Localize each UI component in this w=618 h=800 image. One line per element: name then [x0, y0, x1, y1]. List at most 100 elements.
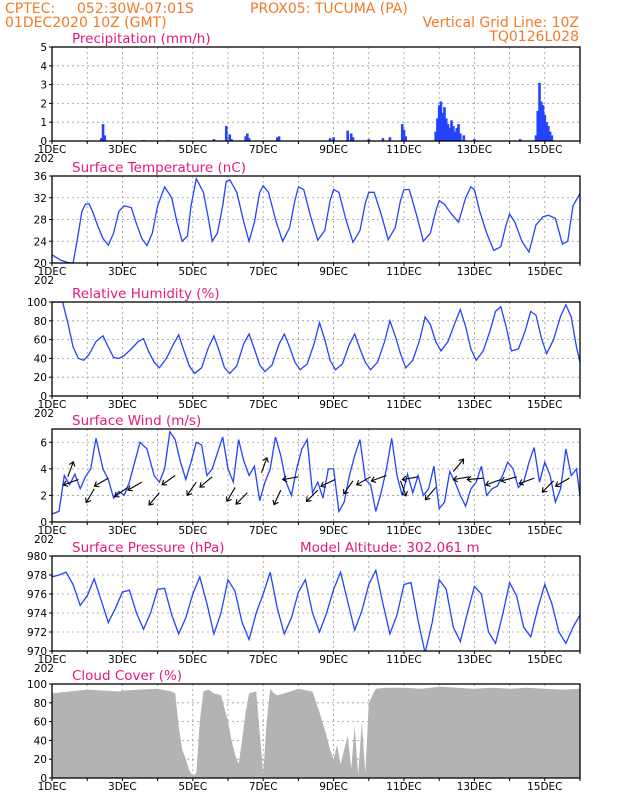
pressure-xtick-label: 5DEC	[178, 654, 207, 666]
precipitation-bar	[388, 137, 392, 141]
humidity-ytick-label: 20	[34, 372, 47, 384]
precipitation-bar	[451, 125, 455, 141]
temperature-series-line	[52, 176, 580, 263]
chart-panels: Precipitation (mm/h) 0 1 2 3 4 5 1DEC 3DEC 5DEC 7D…	[27, 31, 581, 793]
wind-arrow-head	[68, 460, 76, 467]
precipitation-bar	[545, 122, 548, 141]
precipitation-bar	[349, 133, 353, 141]
temperature-data	[52, 176, 580, 263]
precipitation-bar	[436, 118, 439, 141]
wind-arrow-shaft	[452, 458, 464, 472]
precipitation-title: Precipitation (mm/h)	[72, 31, 211, 47]
header-org: CPTEC:	[5, 1, 55, 17]
wind-arrow-shaft	[127, 481, 143, 491]
precipitation-bar	[448, 127, 452, 141]
wind-arrow	[500, 476, 517, 484]
wind-arrow-shaft	[186, 481, 197, 496]
humidity-ytick-label: 80	[34, 316, 47, 328]
precipitation-bar	[518, 139, 522, 141]
wind-arrow-head	[554, 481, 561, 488]
cloud-cover-panel: Cloud Cover (%) 0 20 40 60 80 100 1DEC 3DEC 5DEC 7…	[27, 668, 581, 793]
chart-header: CPTEC: 052:30W-07:01S PROX05: TUCUMA (PA…	[5, 1, 579, 45]
wind-arrow-shaft	[541, 480, 554, 493]
wind-arrow-shaft	[94, 477, 109, 487]
precipitation-ytick-label: 0	[40, 136, 47, 148]
pressure-xtick-label: 1DEC	[38, 654, 67, 666]
precipitation-bar	[473, 139, 476, 141]
humidity-panel: Relative Humidity (%) 0 20 40 60 80 100 1DEC 3DE…	[27, 286, 581, 420]
precipitation-bar	[434, 131, 437, 141]
precipitation-xtick-label: 13DEC	[457, 144, 492, 156]
humidity-xtick-label: 3DEC	[108, 399, 137, 411]
wind-xtick-label: 15DEC	[527, 525, 562, 537]
wind-ytick-label: 2	[40, 490, 47, 502]
precipitation-bar	[230, 139, 233, 141]
cloud-cover-ytick-label: 80	[34, 698, 47, 710]
precipitation-bar	[459, 133, 462, 141]
pressure-ytick-label: 972	[27, 627, 47, 639]
precipitation-bar	[541, 105, 545, 141]
pressure-year-stub: 202	[34, 663, 54, 675]
wind-arrow-head	[62, 480, 69, 487]
wind-arrow	[161, 475, 176, 486]
temperature-frame	[51, 175, 581, 264]
wind-xtick-label: 11DEC	[386, 525, 421, 537]
wind-arrow-shaft	[282, 476, 299, 481]
cloud-cover-xtick-label: 11DEC	[386, 781, 421, 793]
precipitation-ytick-label: 2	[40, 98, 47, 110]
precipitation-xtick-label: 9DEC	[319, 144, 348, 156]
precipitation-bar	[244, 136, 247, 141]
precipitation-xtick-label: 5DEC	[178, 144, 207, 156]
wind-arrow-shaft	[519, 477, 535, 485]
wind-arrow	[225, 487, 236, 503]
precipitation-ytick-label: 1	[40, 117, 47, 129]
precipitation-frame	[51, 46, 581, 142]
wind-arrow	[401, 475, 419, 483]
wind-ytick-label: 4	[40, 464, 47, 476]
wind-frame	[51, 428, 581, 523]
wind-arrow-head	[541, 487, 548, 493]
wind-arrow-shaft	[114, 487, 128, 498]
wind-arrow-shaft	[235, 492, 248, 505]
wind-arrow	[554, 477, 570, 488]
cloud-cover-frame	[51, 683, 581, 779]
precipitation-panel: Precipitation (mm/h) 0 1 2 3 4 5 1DEC 3DEC 5DEC 7D…	[34, 31, 581, 165]
cloud-cover-ytick-label: 20	[34, 754, 47, 766]
temperature-xtick-label: 5DEC	[178, 266, 207, 278]
temperature-ytick-label: 24	[34, 236, 48, 248]
wind-arrow	[127, 481, 143, 492]
precipitation-bar	[538, 82, 541, 141]
precipitation-bar	[548, 131, 552, 141]
precipitation-bar	[462, 135, 466, 141]
header-station: PROX05: TUCUMA (PA)	[250, 1, 408, 17]
humidity-ytick-label: 60	[34, 335, 47, 347]
wind-arrow	[343, 480, 354, 495]
wind-ytick-label: 6	[40, 437, 47, 449]
wind-arrow	[452, 458, 465, 472]
precipitation-bar	[444, 118, 448, 141]
precipitation-bar	[328, 138, 332, 141]
temperature-ytick-label: 20	[34, 258, 47, 270]
wind-arrow-head	[518, 479, 525, 486]
pressure-data	[52, 568, 580, 651]
temperature-xtick-label: 13DEC	[457, 266, 492, 278]
pressure-xtick-label: 7DEC	[249, 654, 278, 666]
cloud-cover-ytick-label: 0	[40, 773, 47, 785]
header-code: TQ0126L028	[488, 29, 579, 45]
wind-xtick-label: 5DEC	[178, 525, 207, 537]
precipitation-bar	[536, 110, 540, 141]
precipitation-bar	[455, 127, 459, 141]
cloud-cover-ytick-label: 60	[34, 717, 47, 729]
wind-arrow	[186, 481, 197, 497]
wind-arrow-head	[113, 491, 120, 498]
precipitation-bar	[402, 129, 406, 141]
humidity-ytick-label: 100	[27, 297, 47, 309]
wind-arrow-shaft	[356, 476, 371, 486]
wind-arrow-head	[343, 488, 349, 495]
wind-arrow	[466, 475, 484, 483]
pressure-xtick-label: 3DEC	[108, 654, 137, 666]
pressure-series-line	[52, 568, 580, 651]
wind-arrow-head	[305, 496, 312, 503]
precipitation-xtick-label: 7DEC	[249, 144, 278, 156]
